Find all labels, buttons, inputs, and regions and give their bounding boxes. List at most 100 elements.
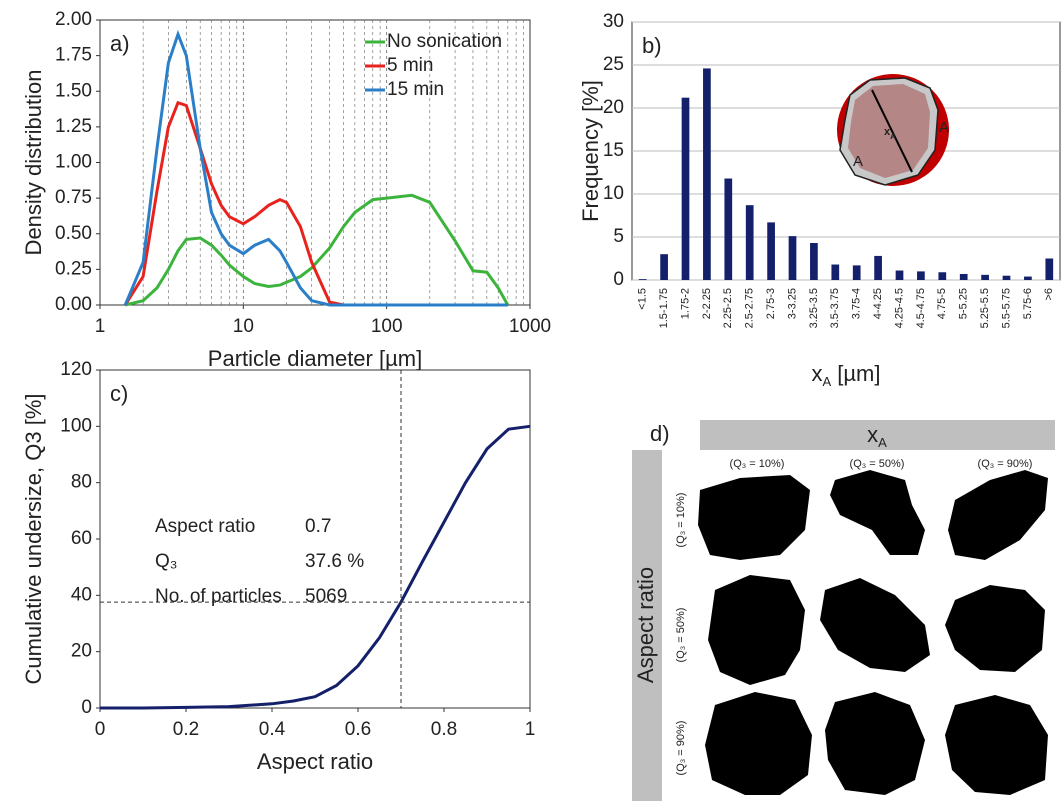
particle [830, 470, 925, 555]
y-tick-label: 0.25 [55, 258, 92, 279]
column-header: xA [867, 422, 887, 450]
y-tick-label: 100 [60, 415, 92, 436]
inset-area-label: A [939, 119, 949, 136]
subscript: A [878, 435, 887, 450]
bar [831, 264, 840, 280]
column-header-bar [700, 420, 1055, 450]
y-tick-label: 0 [613, 269, 624, 290]
y-tick-label: 15 [603, 140, 624, 161]
annotation-value: 0.7 [305, 516, 331, 537]
x-tick-label: 2.75-3 [765, 288, 777, 319]
annotation-label: Aspect ratio [155, 516, 255, 537]
x-tick-label: 0.4 [259, 719, 286, 740]
bar [895, 270, 904, 280]
plot-frame [99, 369, 531, 709]
line-series [123, 100, 508, 307]
bar [917, 271, 925, 280]
bar [1045, 258, 1054, 280]
inset-diameter [871, 89, 913, 173]
row-header-bar [632, 450, 662, 801]
bar [767, 222, 775, 280]
x-tick-label: 1 [95, 316, 106, 337]
inset-diameter-label: xA [884, 126, 896, 141]
x-tick-label: 5.75-6 [1022, 288, 1034, 319]
inset: xA A A [837, 74, 949, 186]
line-series [123, 29, 508, 307]
panel-label: c) [110, 381, 128, 406]
panel-label: a) [110, 31, 130, 56]
x-tick-label: 3-3.25 [786, 288, 798, 319]
column-label: (Q₃ = 50%) [850, 458, 905, 470]
y-tick-label: 5 [613, 226, 624, 247]
x-tick-label: 0.6 [345, 719, 371, 740]
legend-label: 15 min [387, 79, 444, 100]
axis-label: Density distribution [21, 70, 46, 256]
inset-area [848, 84, 930, 178]
bar [874, 255, 882, 280]
subscript: A [822, 374, 831, 389]
bar [981, 274, 989, 280]
particle [825, 692, 925, 795]
inset-area-label: A [853, 153, 863, 170]
unit: [µm] [831, 361, 880, 386]
particle [820, 578, 930, 672]
x-tick-label: 2.25-2.5 [722, 288, 734, 328]
panel-label: b) [642, 33, 662, 58]
y-tick-label: 0.00 [55, 294, 92, 315]
bar [810, 243, 818, 280]
x-tick-label: 100 [371, 316, 403, 337]
legend-label: 5 min [387, 55, 433, 76]
x-tick-label: 5-5.25 [958, 288, 970, 319]
y-tick-label: 10 [603, 183, 624, 204]
row-header: Aspect ratio [633, 567, 658, 683]
x-tick-label: <1.5 [637, 288, 649, 310]
y-tick-label: 40 [71, 584, 92, 605]
bar [703, 68, 711, 280]
y-tick-label: 0.75 [55, 187, 92, 208]
y-tick-label: 1.75 [55, 45, 92, 66]
x-tick-label: 4.5-4.75 [915, 288, 927, 328]
particle [698, 475, 810, 560]
row-label: (Q₃ = 50%) [675, 608, 687, 663]
particle [708, 575, 805, 685]
bar [660, 254, 668, 280]
axis-label: Cumulative undersize, Q3 [%] [21, 393, 46, 684]
x-tick-label: 10 [233, 316, 254, 337]
y-tick-label: 20 [71, 641, 92, 662]
x-tick-label: 3.25-3.5 [808, 288, 820, 328]
bar [638, 279, 647, 280]
y-tick-label: 30 [603, 11, 624, 32]
bar [724, 178, 733, 280]
row-label: (Q₃ = 10%) [675, 493, 687, 548]
particle [945, 585, 1045, 672]
annotation-value: 5069 [305, 586, 347, 607]
line-series [100, 424, 531, 710]
bar [681, 97, 690, 281]
bar [852, 265, 861, 280]
column-label: (Q₃ = 90%) [978, 458, 1033, 470]
y-tick-label: 120 [60, 359, 92, 380]
bar [745, 205, 754, 280]
x-tick-label: 2-2.25 [701, 288, 713, 319]
bar [1024, 276, 1032, 280]
annotation-label: No. of particles [155, 586, 282, 607]
y-tick-label: 0 [81, 697, 92, 718]
particle [948, 470, 1048, 560]
annotation-label: Q₃ [155, 551, 178, 572]
axis-label: Particle diameter [µm] [208, 346, 422, 371]
x-tick-label: 1.75-2 [679, 288, 691, 319]
bar [788, 236, 797, 280]
panel-label: d) [650, 421, 670, 446]
particle [705, 692, 812, 795]
row-label: (Q₃ = 90%) [675, 721, 687, 776]
x-tick-label: 1000 [509, 316, 551, 337]
x-tick-label: 5.5-5.75 [1000, 288, 1012, 328]
x-tick-label: 1.5-1.75 [658, 288, 670, 328]
bar [938, 272, 947, 280]
symbol: x [867, 422, 878, 447]
symbol: x [884, 126, 891, 138]
axis-label: Frequency [%] [578, 80, 603, 222]
legend-label: No sonication [387, 31, 502, 52]
bar [959, 273, 968, 280]
